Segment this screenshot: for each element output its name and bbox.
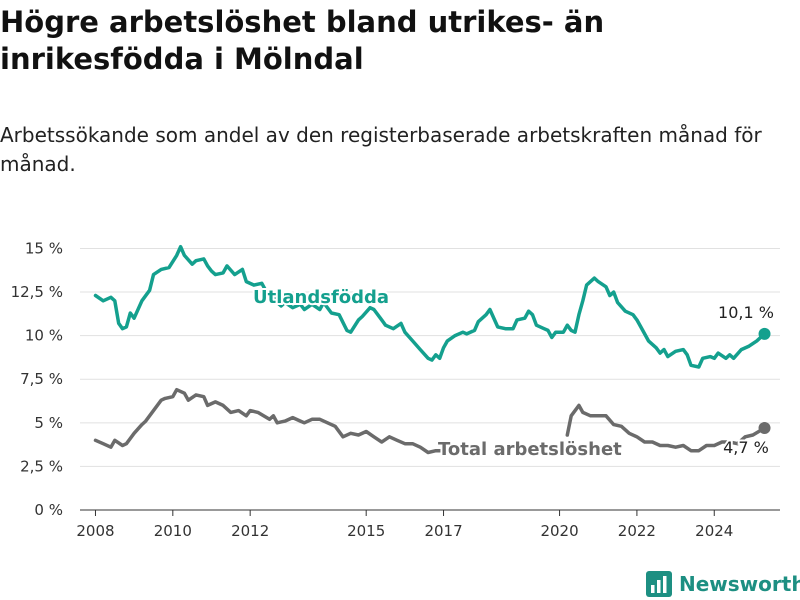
y-tick-label: 5 % (34, 414, 63, 432)
x-tick-label: 2024 (695, 522, 733, 540)
chart-subtitle: Arbetssökande som andel av den registerb… (0, 123, 762, 176)
y-tick-label: 12,5 % (11, 283, 63, 301)
series-label: Utlandsfödda (253, 287, 389, 308)
x-tick-label: 2010 (154, 522, 192, 540)
grid-layer (80, 247, 780, 467)
brand-logo: Newsworthy (645, 568, 800, 600)
newsworthy-logo-icon (646, 571, 672, 597)
x-tick-label: 2022 (618, 522, 656, 540)
x-tick-label: 2020 (540, 522, 578, 540)
data-label: 4,7 % (723, 438, 769, 457)
x-tick-label: 2012 (231, 522, 269, 540)
x-tick-label: 2015 (347, 522, 385, 540)
series-line (93, 244, 767, 369)
y-tick-label: 0 % (34, 501, 63, 519)
axis-layer: 0 % 2,5 % 5 % 7,5 % 10 % 12,5 % 15 % 2008 2010 20… (11, 239, 780, 540)
brand-name: Newsworthy (679, 572, 800, 596)
series-line (565, 403, 767, 453)
data-label: 10,1 % (718, 303, 774, 322)
y-tick-label: 15 % (25, 239, 63, 257)
series-layer (93, 244, 771, 455)
series-end-point (758, 327, 771, 340)
chart-title: Högre arbetslöshet bland utrikes- än inr… (0, 5, 605, 76)
x-tick-label: 2017 (424, 522, 462, 540)
series-label: Total arbetslöshet (438, 439, 622, 460)
y-tick-label: 10 % (25, 327, 63, 345)
label-layer: Utlandsfödda Total arbetslöshet 10,1 % 4,7 … (251, 285, 776, 462)
y-tick-label: 2,5 % (20, 457, 63, 475)
x-tick-label: 2008 (76, 522, 114, 540)
series-end-point (758, 422, 771, 435)
series-line (93, 387, 446, 455)
y-tick-label: 7,5 % (20, 370, 63, 388)
